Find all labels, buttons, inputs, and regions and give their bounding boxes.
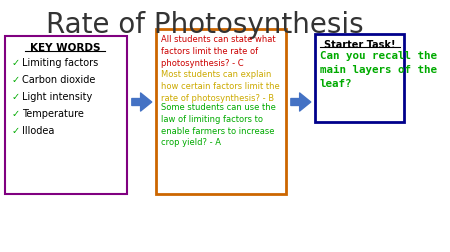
FancyArrowPatch shape bbox=[132, 93, 152, 112]
Text: ✓: ✓ bbox=[12, 125, 20, 136]
FancyBboxPatch shape bbox=[4, 37, 127, 194]
Text: Illodea: Illodea bbox=[22, 125, 54, 136]
Text: Some students can use the
law of limiting factors to
enable farmers to increase
: Some students can use the law of limitin… bbox=[161, 103, 276, 147]
Text: Most students can explain
how certain factors limit the
rate of photosynthesis? : Most students can explain how certain fa… bbox=[161, 70, 279, 102]
Text: Rate of Photosynthesis: Rate of Photosynthesis bbox=[45, 11, 363, 39]
Text: ✓: ✓ bbox=[12, 109, 20, 118]
Text: ✓: ✓ bbox=[12, 92, 20, 102]
Text: KEY WORDS: KEY WORDS bbox=[30, 43, 101, 53]
Text: Starter Task!: Starter Task! bbox=[324, 40, 396, 50]
FancyBboxPatch shape bbox=[315, 35, 405, 122]
Text: ✓: ✓ bbox=[12, 58, 20, 68]
Text: All students can state what
factors limit the rate of
photosynthesis? - C: All students can state what factors limi… bbox=[161, 35, 275, 67]
FancyBboxPatch shape bbox=[156, 30, 286, 194]
Text: Light intensity: Light intensity bbox=[22, 92, 92, 102]
Text: ✓: ✓ bbox=[12, 75, 20, 85]
Text: Carbon dioxide: Carbon dioxide bbox=[22, 75, 95, 85]
FancyArrowPatch shape bbox=[291, 93, 311, 112]
Text: Temperature: Temperature bbox=[22, 109, 84, 118]
Text: Can you recall the
main layers of the
leaf?: Can you recall the main layers of the le… bbox=[320, 51, 437, 89]
Text: Limiting factors: Limiting factors bbox=[22, 58, 98, 68]
